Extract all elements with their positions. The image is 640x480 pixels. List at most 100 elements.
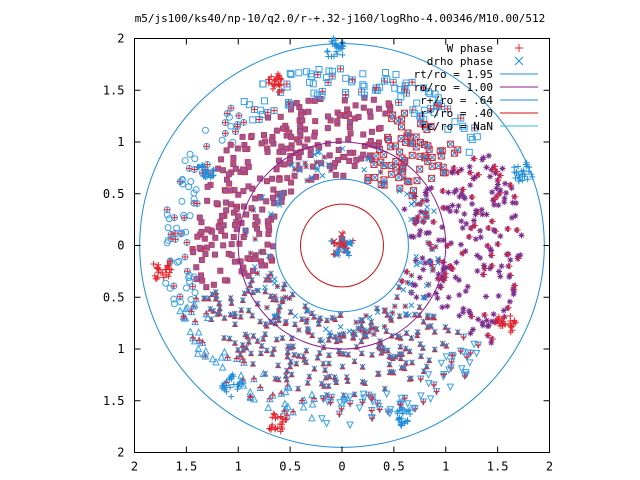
particle-star — [462, 248, 469, 255]
particle-cross — [279, 334, 286, 341]
particle-square — [257, 195, 263, 200]
particle-plus — [210, 172, 217, 179]
particle-cross — [361, 166, 368, 173]
particle-cross — [242, 331, 249, 338]
particle-square — [299, 118, 305, 123]
particle-ocircle — [178, 229, 186, 237]
particle-plus — [373, 84, 380, 91]
particle-plus — [283, 81, 290, 88]
particle-cross — [392, 158, 399, 165]
particle-cross — [439, 147, 446, 154]
particle-plus — [337, 45, 344, 52]
particle-cross — [409, 192, 415, 199]
particle-cross — [426, 357, 433, 363]
particle-itri — [470, 340, 478, 349]
particle-square — [200, 278, 205, 283]
particle-square — [367, 109, 373, 114]
particle-cross — [382, 385, 388, 392]
particle-square — [257, 176, 263, 181]
particle-star — [460, 309, 467, 316]
particle-plus — [337, 65, 344, 72]
particle-osquare — [380, 151, 388, 159]
particle-plus — [420, 198, 426, 204]
particle-plus — [463, 354, 470, 361]
particle-plus — [347, 400, 354, 407]
particle-star — [456, 292, 463, 299]
particle-plus — [524, 176, 531, 183]
particle-plus — [389, 310, 395, 316]
particle-osquare — [431, 90, 439, 98]
particle-cross — [311, 365, 318, 372]
particle-cross — [397, 343, 404, 350]
particle-plus — [279, 415, 286, 422]
particle-cross — [422, 153, 429, 159]
particle-square — [285, 175, 290, 181]
particle-osquare — [310, 89, 318, 97]
particle-itri — [424, 371, 433, 379]
particle-osquare — [392, 157, 400, 165]
particle-star — [475, 316, 482, 323]
particle-cross — [268, 211, 274, 217]
legend-label: rt/ro = 1.95 — [414, 68, 493, 81]
particle-square — [259, 263, 264, 268]
particle-plus — [507, 312, 514, 319]
particle-osquare — [249, 116, 257, 124]
particle-cross — [454, 147, 461, 153]
particle-cross — [402, 345, 409, 352]
particle-plus — [233, 355, 240, 362]
particle-osquare — [413, 177, 421, 185]
particle-square — [383, 111, 388, 116]
particle-star — [512, 212, 519, 219]
particle-square — [233, 166, 239, 172]
particle-plus — [339, 237, 346, 244]
particle-plus — [234, 123, 241, 130]
particle-cross — [323, 374, 329, 381]
particle-cross — [305, 327, 311, 333]
particle-ocircle — [218, 136, 226, 144]
particle-star — [503, 189, 510, 196]
particle-square — [220, 243, 226, 248]
particle-star — [457, 241, 464, 248]
particle-star — [466, 163, 473, 170]
particle-ocircle — [182, 284, 190, 292]
particle-osquare — [389, 111, 397, 119]
particle-osquare — [420, 115, 428, 123]
particle-osquare — [259, 80, 267, 88]
particle-osquare — [416, 138, 424, 146]
particle-plus — [405, 407, 412, 414]
particle-cross — [326, 329, 333, 336]
particle-square — [312, 98, 317, 104]
particle-cross — [303, 347, 310, 354]
particle-square — [310, 164, 316, 169]
particle-cross — [418, 352, 424, 359]
particle-star — [477, 234, 484, 241]
particle-cross — [421, 121, 428, 128]
particle-star — [510, 288, 517, 295]
particle-square — [253, 222, 258, 227]
particle-star — [424, 186, 431, 193]
particle-osquare — [318, 92, 326, 100]
particle-plus — [295, 161, 301, 167]
particle-cross — [299, 316, 305, 322]
particle-square — [360, 152, 366, 157]
particle-square — [231, 234, 236, 240]
particle-star — [461, 211, 468, 218]
particle-square — [271, 187, 276, 192]
particle-cross — [260, 335, 267, 342]
particle-cross — [424, 126, 430, 133]
particle-plus — [515, 163, 522, 170]
particle-plus — [250, 375, 257, 382]
particle-cross — [425, 142, 431, 149]
particle-cross — [276, 202, 283, 208]
particle-cross — [311, 151, 318, 158]
particle-cross — [265, 252, 272, 259]
particle-osquare — [347, 78, 355, 86]
particle-plus — [268, 73, 275, 80]
particle-osquare — [286, 69, 294, 77]
particle-square — [219, 213, 225, 219]
particle-cross — [251, 264, 258, 270]
particle-cross — [396, 149, 403, 155]
particle-square — [287, 130, 292, 135]
particle-plus — [189, 283, 196, 290]
particle-star — [497, 187, 504, 194]
